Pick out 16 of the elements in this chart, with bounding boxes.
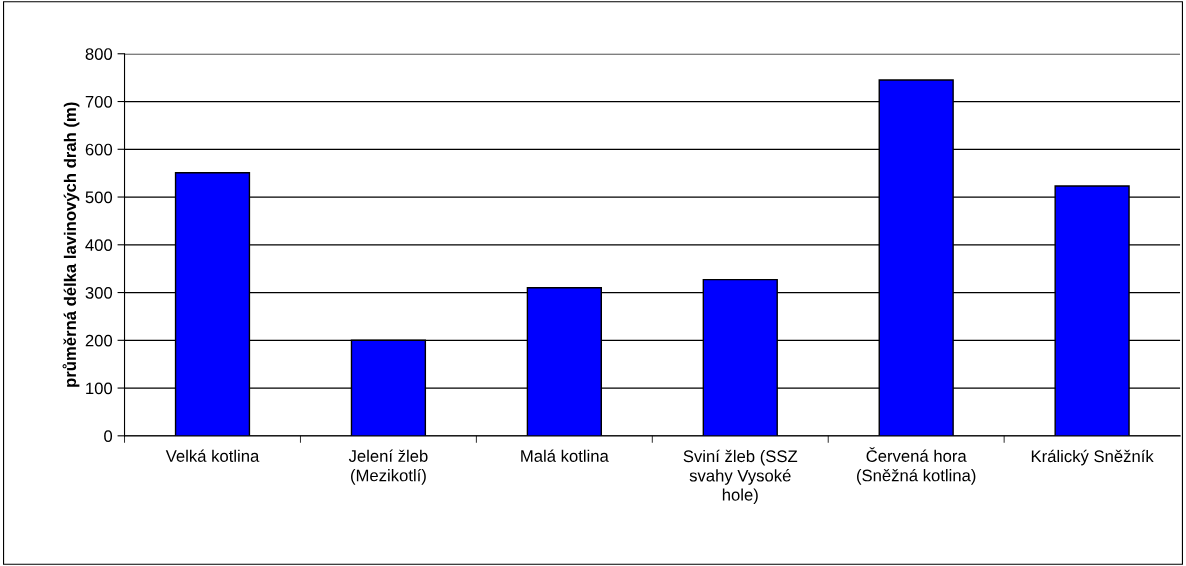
y-tick-label: 300	[85, 286, 113, 299]
y-tick-label: 500	[85, 191, 113, 204]
y-tick-label: 700	[85, 95, 113, 108]
y-tick-label: 0	[104, 430, 113, 443]
y-tick-label: 600	[85, 143, 113, 156]
x-tick-label: Sviní žleb (SSZ svahy Vysoké hole)	[683, 449, 798, 504]
x-tick-label: Červená hora (Sněžná kotlina)	[857, 447, 976, 485]
y-tick-label: 200	[85, 334, 113, 347]
y-tick-label: 800	[85, 48, 113, 60]
y-tick-label: 100	[86, 382, 113, 395]
x-tick-label: Velká kotlina	[165, 449, 260, 462]
x-tick-label: Králický Sněžník	[1031, 449, 1154, 466]
y-tick-label: 400	[85, 239, 113, 251]
y-axis-title: průměrná délka lavinových drah (m)	[62, 102, 80, 387]
x-tick-label: Jelení žleb (Mezikotlí)	[348, 449, 428, 485]
x-tick-label: Malá kotlina	[521, 449, 609, 462]
